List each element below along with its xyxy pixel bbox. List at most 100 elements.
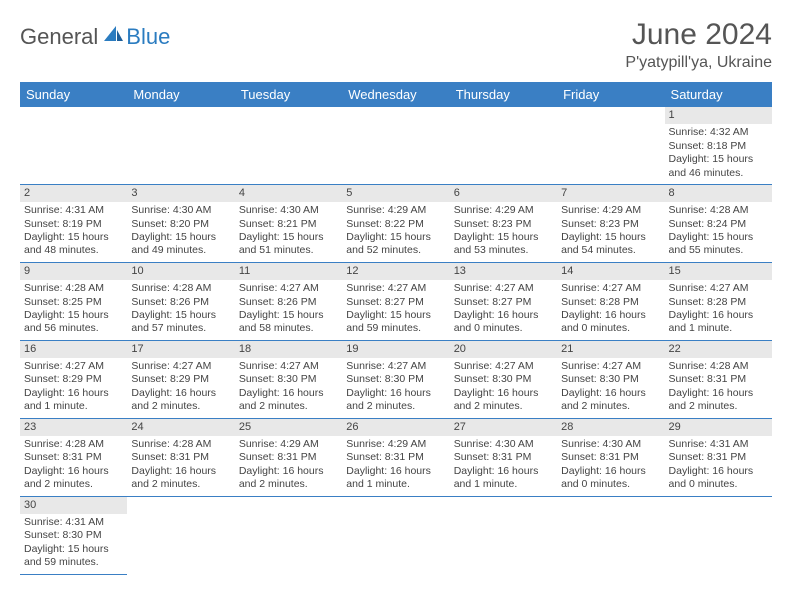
day-number: 2	[20, 185, 127, 202]
calendar-empty-cell	[557, 107, 664, 184]
calendar-day: 10Sunrise: 4:28 AMSunset: 8:26 PMDayligh…	[127, 262, 234, 340]
calendar-day: 12Sunrise: 4:27 AMSunset: 8:27 PMDayligh…	[342, 262, 449, 340]
day-number: 28	[557, 419, 664, 436]
calendar-day: 24Sunrise: 4:28 AMSunset: 8:31 PMDayligh…	[127, 418, 234, 496]
calendar-row: 23Sunrise: 4:28 AMSunset: 8:31 PMDayligh…	[20, 418, 772, 496]
day-number: 29	[665, 419, 772, 436]
day-body: Sunrise: 4:30 AMSunset: 8:21 PMDaylight:…	[235, 202, 342, 262]
day-body: Sunrise: 4:27 AMSunset: 8:30 PMDaylight:…	[342, 358, 449, 418]
day-number: 21	[557, 341, 664, 358]
brand-text-blue: Blue	[126, 24, 170, 50]
day-number: 26	[342, 419, 449, 436]
calendar-empty-cell	[342, 496, 449, 574]
calendar-day: 4Sunrise: 4:30 AMSunset: 8:21 PMDaylight…	[235, 184, 342, 262]
calendar-day: 29Sunrise: 4:31 AMSunset: 8:31 PMDayligh…	[665, 418, 772, 496]
brand-logo: General Blue	[20, 24, 170, 50]
calendar-day: 26Sunrise: 4:29 AMSunset: 8:31 PMDayligh…	[342, 418, 449, 496]
day-body: Sunrise: 4:30 AMSunset: 8:20 PMDaylight:…	[127, 202, 234, 262]
calendar-day: 21Sunrise: 4:27 AMSunset: 8:30 PMDayligh…	[557, 340, 664, 418]
day-body: Sunrise: 4:27 AMSunset: 8:26 PMDaylight:…	[235, 280, 342, 340]
day-body: Sunrise: 4:31 AMSunset: 8:30 PMDaylight:…	[20, 514, 127, 574]
day-number: 19	[342, 341, 449, 358]
day-number: 15	[665, 263, 772, 280]
calendar-day: 14Sunrise: 4:27 AMSunset: 8:28 PMDayligh…	[557, 262, 664, 340]
day-number: 9	[20, 263, 127, 280]
calendar-day: 6Sunrise: 4:29 AMSunset: 8:23 PMDaylight…	[450, 184, 557, 262]
day-number: 4	[235, 185, 342, 202]
calendar-day: 3Sunrise: 4:30 AMSunset: 8:20 PMDaylight…	[127, 184, 234, 262]
calendar-empty-cell	[557, 496, 664, 574]
day-body: Sunrise: 4:31 AMSunset: 8:31 PMDaylight:…	[665, 436, 772, 496]
day-body: Sunrise: 4:27 AMSunset: 8:27 PMDaylight:…	[450, 280, 557, 340]
day-number: 11	[235, 263, 342, 280]
day-number: 20	[450, 341, 557, 358]
calendar-day: 15Sunrise: 4:27 AMSunset: 8:28 PMDayligh…	[665, 262, 772, 340]
calendar-empty-cell	[665, 496, 772, 574]
page-header: General Blue June 2024 P'yatypill'ya, Ukr…	[20, 18, 772, 72]
day-body: Sunrise: 4:28 AMSunset: 8:31 PMDaylight:…	[20, 436, 127, 496]
day-number: 14	[557, 263, 664, 280]
calendar-empty-cell	[342, 107, 449, 184]
calendar-body: 1Sunrise: 4:32 AMSunset: 8:18 PMDaylight…	[20, 107, 772, 574]
day-body: Sunrise: 4:30 AMSunset: 8:31 PMDaylight:…	[557, 436, 664, 496]
day-body: Sunrise: 4:27 AMSunset: 8:28 PMDaylight:…	[557, 280, 664, 340]
day-number: 17	[127, 341, 234, 358]
day-body: Sunrise: 4:27 AMSunset: 8:30 PMDaylight:…	[557, 358, 664, 418]
calendar-day: 1Sunrise: 4:32 AMSunset: 8:18 PMDaylight…	[665, 107, 772, 184]
calendar-day: 7Sunrise: 4:29 AMSunset: 8:23 PMDaylight…	[557, 184, 664, 262]
day-body: Sunrise: 4:30 AMSunset: 8:31 PMDaylight:…	[450, 436, 557, 496]
day-body: Sunrise: 4:28 AMSunset: 8:24 PMDaylight:…	[665, 202, 772, 262]
calendar-row: 1Sunrise: 4:32 AMSunset: 8:18 PMDaylight…	[20, 107, 772, 184]
day-number: 13	[450, 263, 557, 280]
title-block: June 2024 P'yatypill'ya, Ukraine	[625, 18, 772, 72]
day-body: Sunrise: 4:31 AMSunset: 8:19 PMDaylight:…	[20, 202, 127, 262]
calendar-day: 13Sunrise: 4:27 AMSunset: 8:27 PMDayligh…	[450, 262, 557, 340]
calendar-day: 9Sunrise: 4:28 AMSunset: 8:25 PMDaylight…	[20, 262, 127, 340]
day-body: Sunrise: 4:28 AMSunset: 8:31 PMDaylight:…	[665, 358, 772, 418]
day-number: 8	[665, 185, 772, 202]
day-number: 6	[450, 185, 557, 202]
day-body: Sunrise: 4:27 AMSunset: 8:30 PMDaylight:…	[235, 358, 342, 418]
calendar-day: 8Sunrise: 4:28 AMSunset: 8:24 PMDaylight…	[665, 184, 772, 262]
calendar-day: 5Sunrise: 4:29 AMSunset: 8:22 PMDaylight…	[342, 184, 449, 262]
brand-text-general: General	[20, 24, 98, 50]
weekday-header: Wednesday	[342, 82, 449, 107]
sail-icon	[102, 24, 124, 50]
weekday-header: Tuesday	[235, 82, 342, 107]
calendar-day: 25Sunrise: 4:29 AMSunset: 8:31 PMDayligh…	[235, 418, 342, 496]
day-body: Sunrise: 4:29 AMSunset: 8:22 PMDaylight:…	[342, 202, 449, 262]
day-body: Sunrise: 4:27 AMSunset: 8:28 PMDaylight:…	[665, 280, 772, 340]
day-body: Sunrise: 4:28 AMSunset: 8:31 PMDaylight:…	[127, 436, 234, 496]
calendar-day: 27Sunrise: 4:30 AMSunset: 8:31 PMDayligh…	[450, 418, 557, 496]
day-body: Sunrise: 4:28 AMSunset: 8:25 PMDaylight:…	[20, 280, 127, 340]
calendar-empty-cell	[450, 496, 557, 574]
day-body: Sunrise: 4:29 AMSunset: 8:31 PMDaylight:…	[342, 436, 449, 496]
day-body: Sunrise: 4:29 AMSunset: 8:23 PMDaylight:…	[450, 202, 557, 262]
day-body: Sunrise: 4:27 AMSunset: 8:27 PMDaylight:…	[342, 280, 449, 340]
day-body: Sunrise: 4:29 AMSunset: 8:31 PMDaylight:…	[235, 436, 342, 496]
day-number: 25	[235, 419, 342, 436]
calendar-table: SundayMondayTuesdayWednesdayThursdayFrid…	[20, 82, 772, 575]
day-number: 30	[20, 497, 127, 514]
day-number: 3	[127, 185, 234, 202]
weekday-header-row: SundayMondayTuesdayWednesdayThursdayFrid…	[20, 82, 772, 107]
calendar-row: 2Sunrise: 4:31 AMSunset: 8:19 PMDaylight…	[20, 184, 772, 262]
weekday-header: Saturday	[665, 82, 772, 107]
calendar-empty-cell	[235, 496, 342, 574]
calendar-day: 16Sunrise: 4:27 AMSunset: 8:29 PMDayligh…	[20, 340, 127, 418]
location-text: P'yatypill'ya, Ukraine	[625, 54, 772, 72]
day-number: 7	[557, 185, 664, 202]
calendar-day: 23Sunrise: 4:28 AMSunset: 8:31 PMDayligh…	[20, 418, 127, 496]
calendar-empty-cell	[20, 107, 127, 184]
calendar-day: 20Sunrise: 4:27 AMSunset: 8:30 PMDayligh…	[450, 340, 557, 418]
day-body: Sunrise: 4:27 AMSunset: 8:29 PMDaylight:…	[20, 358, 127, 418]
month-title: June 2024	[625, 18, 772, 52]
day-body: Sunrise: 4:27 AMSunset: 8:30 PMDaylight:…	[450, 358, 557, 418]
day-number: 5	[342, 185, 449, 202]
calendar-empty-cell	[235, 107, 342, 184]
day-number: 27	[450, 419, 557, 436]
weekday-header: Monday	[127, 82, 234, 107]
weekday-header: Thursday	[450, 82, 557, 107]
day-number: 16	[20, 341, 127, 358]
calendar-empty-cell	[450, 107, 557, 184]
